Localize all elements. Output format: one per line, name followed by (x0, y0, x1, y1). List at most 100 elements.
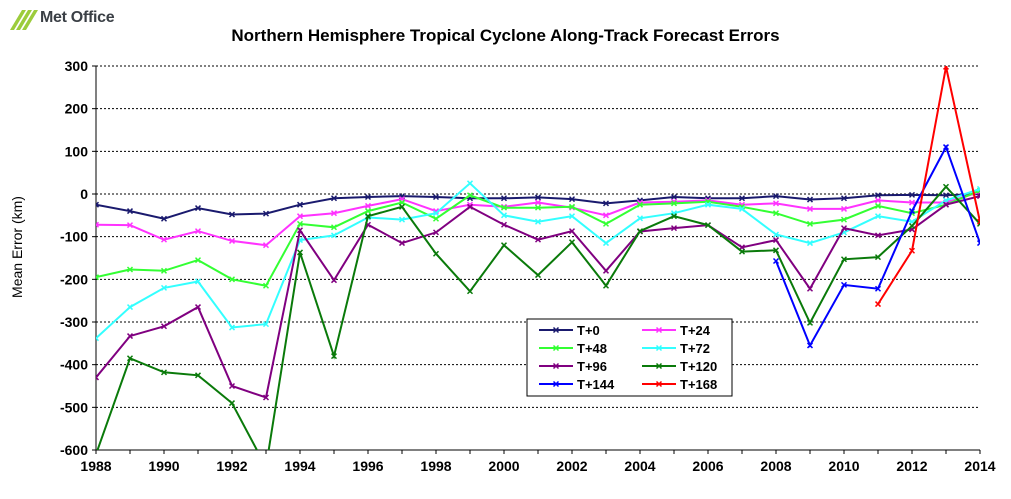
series-Tplus-0 (96, 190, 980, 222)
data-point (534, 204, 542, 211)
data-point (806, 342, 814, 349)
data-point (636, 201, 644, 208)
legend-item: T+72 (642, 341, 710, 356)
y-axis-label: Mean Error (km) (9, 196, 25, 298)
x-tick-label: 2014 (964, 458, 995, 474)
data-point (670, 200, 678, 207)
data-point (908, 191, 916, 198)
data-point (942, 183, 950, 190)
x-axis-ticks: 1988 1990 1992 1994 1996 1998 2000 2002 2004 2006… (80, 450, 996, 474)
data-point (874, 192, 882, 199)
series-line (96, 181, 980, 339)
data-point (432, 210, 440, 217)
data-point (908, 208, 916, 215)
data-point (806, 319, 814, 326)
chart-title: Northern Hemisphere Tropical Cyclone Alo… (231, 26, 780, 45)
data-point (330, 353, 338, 360)
data-point (500, 195, 508, 202)
data-point (466, 201, 474, 208)
x-tick-label: 1990 (148, 458, 179, 474)
data-point (262, 321, 270, 328)
data-point (738, 195, 746, 202)
data-point (228, 324, 236, 331)
data-point (670, 193, 678, 201)
data-point (772, 210, 780, 217)
data-point (772, 237, 780, 244)
data-point (262, 282, 270, 289)
y-tick-label: 200 (65, 101, 89, 117)
data-point (874, 232, 882, 239)
data-point (772, 247, 780, 254)
data-point (126, 208, 134, 215)
legend-marker (552, 380, 560, 388)
data-point (466, 192, 474, 199)
legend-marker (655, 380, 663, 388)
x-tick-label: 1996 (352, 458, 383, 474)
data-point (160, 236, 168, 243)
data-point (296, 249, 304, 256)
data-point (330, 224, 338, 231)
data-point (330, 195, 338, 202)
legend-label: T+24 (680, 323, 711, 338)
data-point (466, 288, 474, 295)
data-point (160, 323, 168, 330)
data-point (330, 210, 338, 217)
data-point (228, 237, 236, 244)
series-line (877, 66, 980, 305)
data-point (942, 192, 950, 199)
legend-marker (655, 344, 663, 352)
data-point (806, 196, 814, 203)
x-tick-label: 1994 (284, 458, 315, 474)
data-point (840, 256, 848, 263)
data-point (670, 225, 678, 232)
x-tick-label: 1988 (80, 458, 111, 474)
data-point (126, 304, 134, 311)
data-point (466, 180, 474, 187)
data-point (96, 335, 100, 342)
data-point (874, 202, 882, 209)
data-point (466, 203, 474, 210)
legend-label: T+168 (680, 377, 717, 392)
legend-marker (552, 326, 560, 334)
data-point (500, 204, 508, 211)
data-point (330, 232, 338, 239)
legend-item: T+48 (539, 341, 607, 356)
y-tick-label: -300 (60, 314, 88, 330)
x-tick-label: 1998 (420, 458, 451, 474)
data-point (534, 236, 542, 243)
data-point (330, 277, 338, 284)
data-point (602, 267, 610, 274)
data-point (126, 266, 134, 273)
chart-legend: T+0 T+24 T+48 T+72 T+96 T+120 T+144 T+168 (526, 318, 733, 397)
y-tick-label: 100 (65, 143, 89, 159)
data-point (160, 284, 168, 291)
data-point (772, 193, 780, 200)
data-point (194, 205, 202, 212)
data-point (296, 227, 304, 234)
data-point (874, 285, 882, 292)
y-tick-label: -500 (60, 399, 88, 415)
data-point (568, 228, 576, 235)
data-point (126, 222, 134, 229)
data-point (670, 213, 678, 220)
data-point (602, 282, 610, 289)
x-tick-label: 2000 (488, 458, 519, 474)
series-Tplus-72 (96, 180, 980, 342)
data-point (126, 355, 134, 362)
data-point (942, 144, 950, 151)
legend-item: T+120 (642, 359, 717, 374)
data-point (96, 374, 100, 381)
data-point (704, 201, 712, 208)
data-point (228, 382, 236, 390)
data-point (602, 200, 610, 207)
series-Tplus-120 (96, 183, 980, 450)
data-point (262, 394, 270, 401)
data-point (228, 400, 236, 407)
chart-series (96, 66, 980, 450)
legend-label: T+0 (577, 323, 600, 338)
series-clip-group (96, 66, 980, 450)
data-point (840, 281, 848, 288)
data-point (160, 267, 168, 274)
data-point (96, 221, 100, 228)
data-point (194, 278, 202, 285)
